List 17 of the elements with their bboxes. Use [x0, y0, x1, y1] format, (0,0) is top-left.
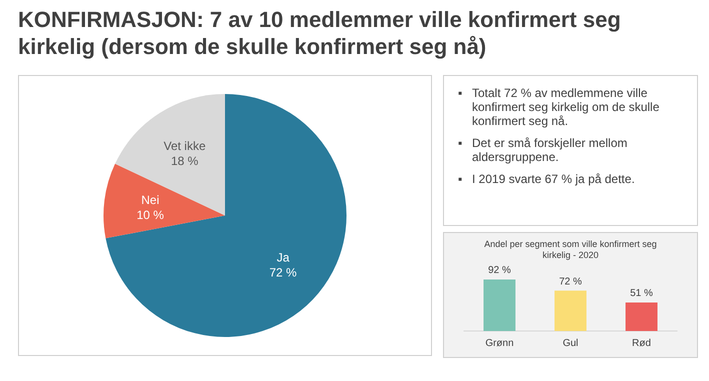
data-label: 72 %	[559, 276, 582, 288]
text: ▪ Totalt 72 % av medlemmene ville konfirmert seg kirkelig om de skulle konfirmert seg nå.	[458, 86, 660, 128]
slice-label: Vet ikke	[164, 138, 206, 153]
data-label: 18 %	[170, 154, 199, 168]
data-label: 92 %	[488, 265, 512, 276]
chart-title: KONFIRMASJON: 7 av 10 medlemmer ville konfirmert seg kirkelig (dersom de skulle konfirmert seg nå)	[18, 6, 622, 60]
x-tick-label: Gul	[562, 338, 578, 349]
data-label: 72 %	[269, 266, 298, 280]
text: ▪ I 2019 svarte 67 % ja på dette.	[458, 172, 635, 186]
x-tick-label: Grønn	[485, 338, 514, 349]
chart-title: Andel per segment som ville konfirmert seg kirkelig - 2020	[484, 239, 657, 261]
slice-label: Ja	[276, 250, 290, 265]
data-label: 51 %	[630, 288, 654, 300]
slice-label: Nei	[141, 193, 160, 208]
x-tick-label: Rød	[632, 338, 651, 349]
text: ▪ Det er små forskjeller mellom aldersgruppene.	[458, 136, 628, 164]
data-label: 10 %	[136, 208, 164, 222]
